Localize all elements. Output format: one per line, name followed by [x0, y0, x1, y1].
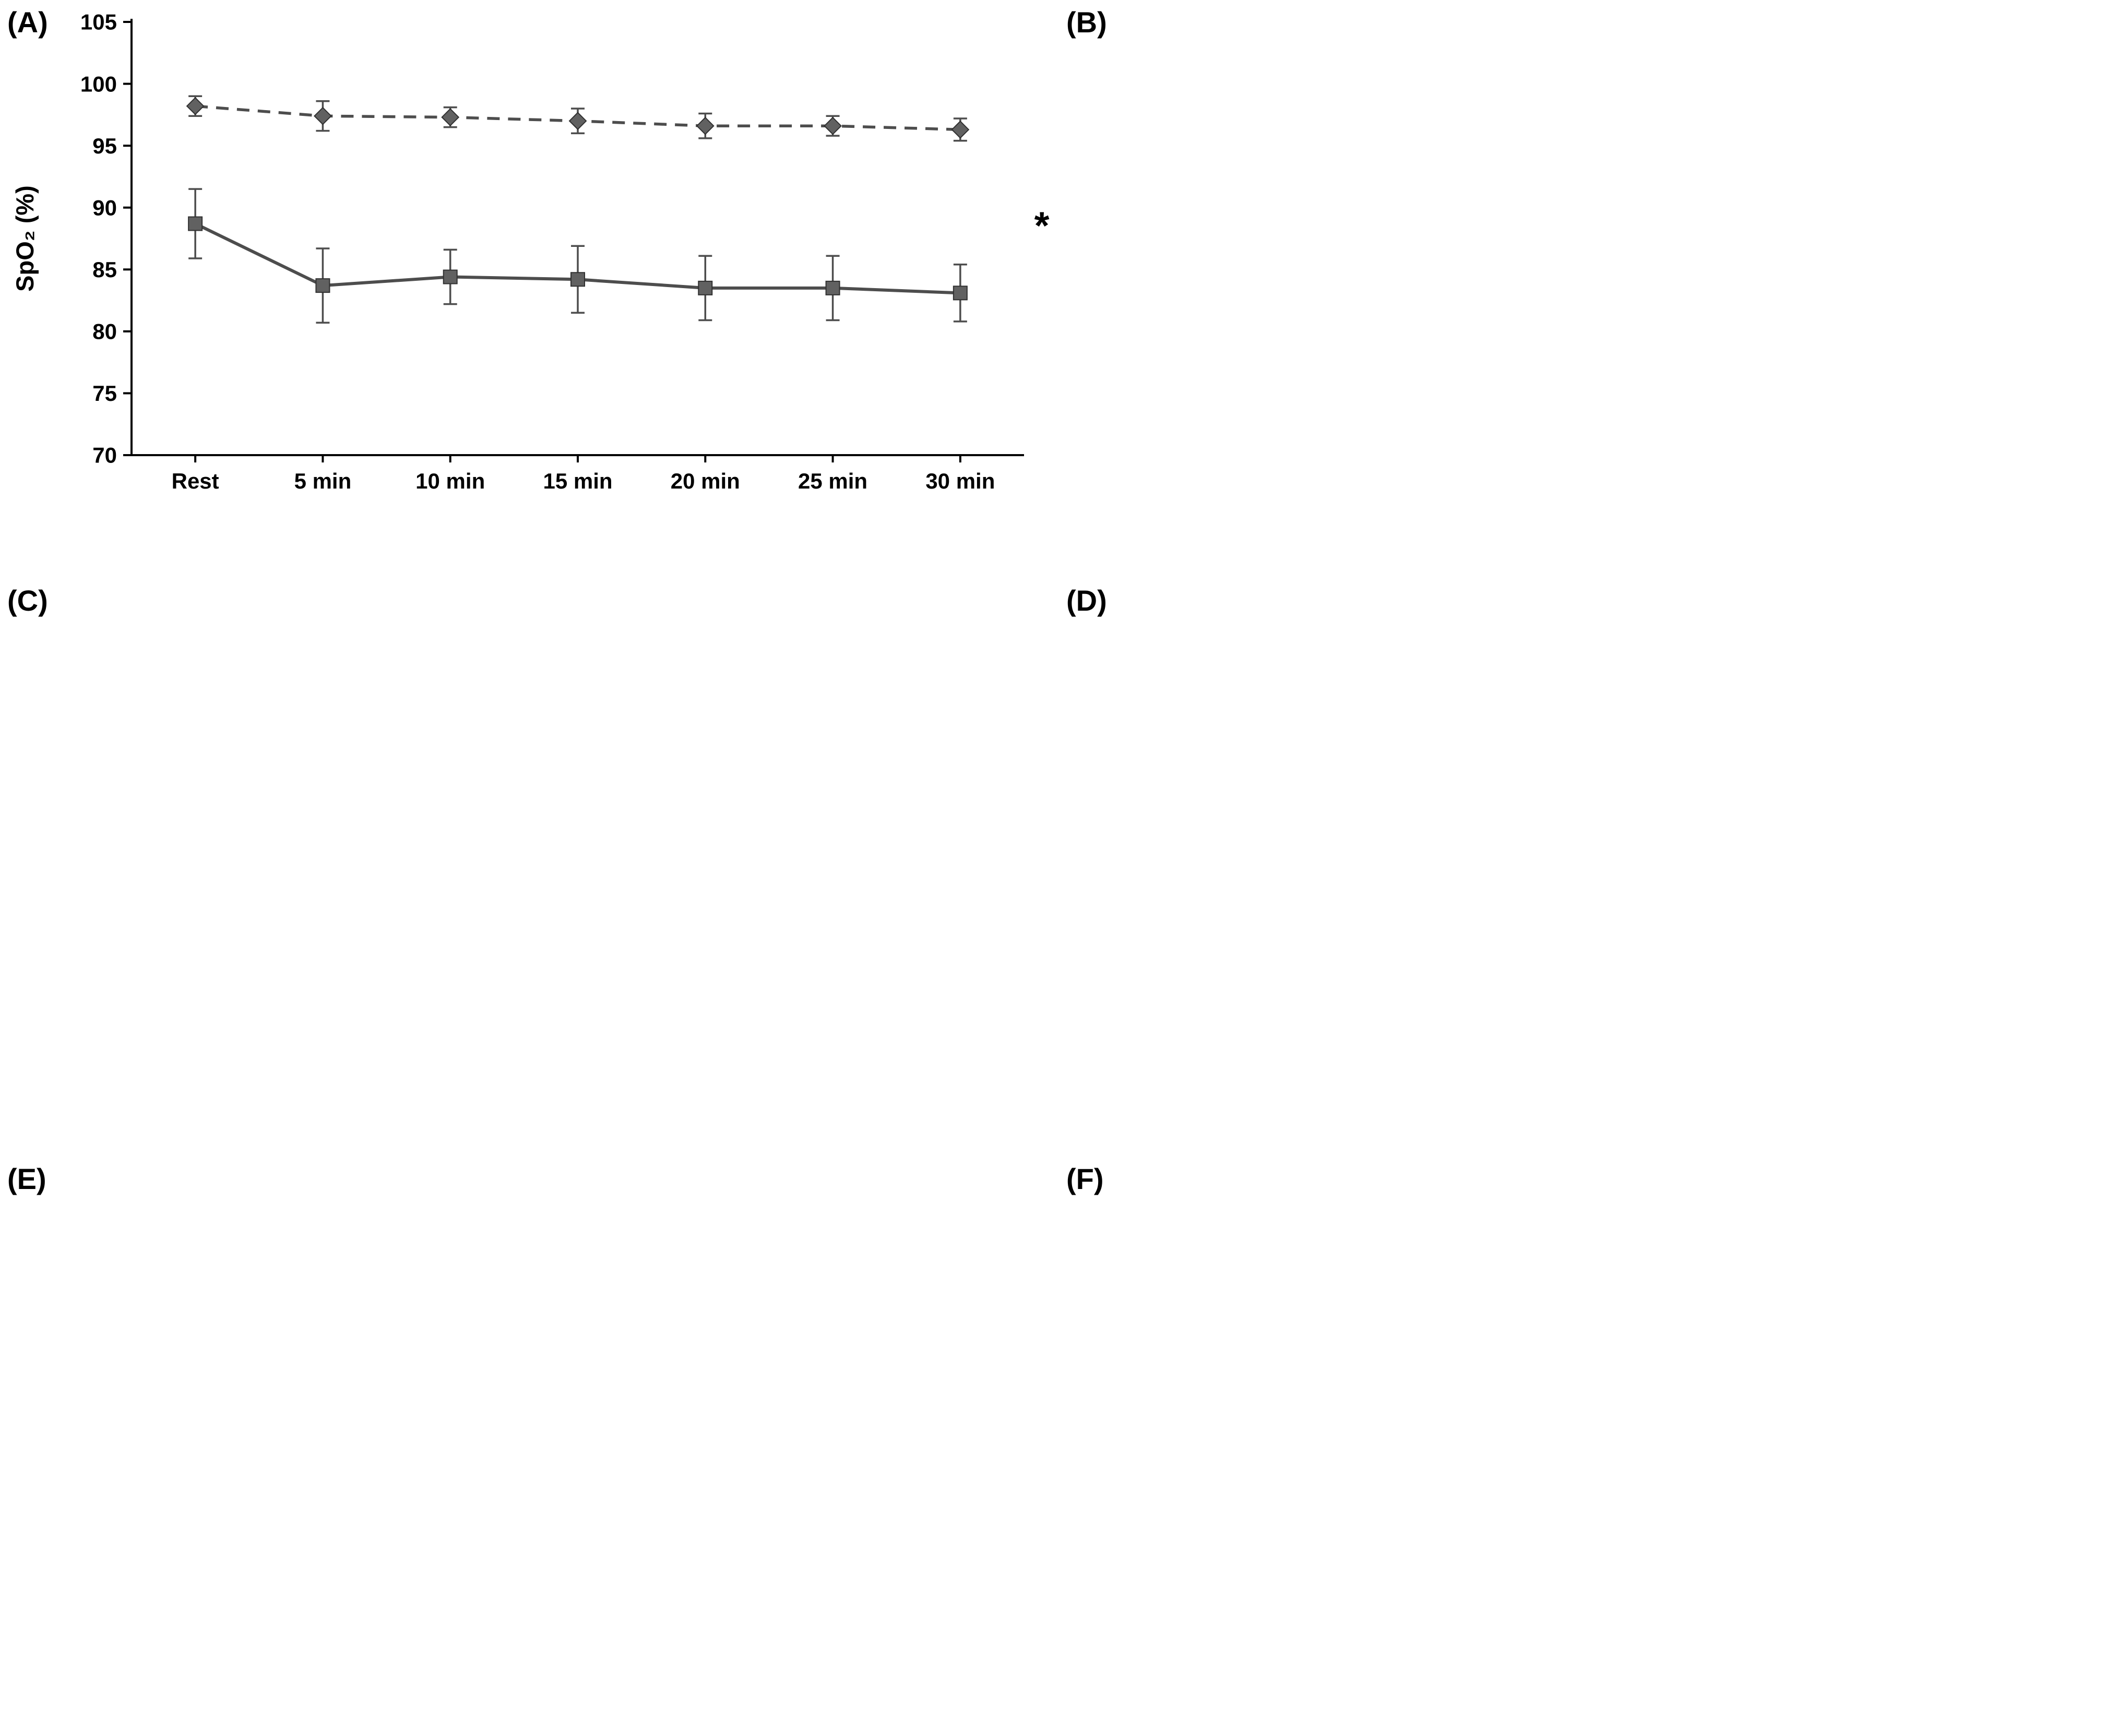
square-icon	[825, 280, 840, 295]
significance-asterisk: *	[1034, 204, 1050, 247]
chart-spo2: 70 75 80 85 90 95 100 105 Rest 5 min 10 min 15 min 2…	[11, 10, 1050, 493]
square-icon	[953, 286, 968, 301]
panel-letter-c: (C)	[7, 584, 48, 617]
diamond-icon	[696, 116, 715, 135]
diamond-icon	[951, 120, 970, 139]
svg-text:10 min: 10 min	[415, 469, 485, 493]
svg-text:75: 75	[92, 381, 117, 406]
svg-text:100: 100	[80, 72, 117, 96]
panel-d: (D)	[1059, 578, 2118, 1157]
panel-letter-d: (D)	[1066, 584, 1107, 617]
chart-rer	[0, 1157, 1059, 1735]
svg-text:Rest: Rest	[172, 469, 219, 493]
diamond-icon	[568, 112, 587, 130]
square-icon	[188, 216, 203, 231]
svg-text:95: 95	[92, 134, 117, 158]
svg-text:30 min: 30 min	[925, 469, 995, 493]
y-axis-title: SpO₂ (%)	[11, 185, 39, 292]
hypoxia-markers	[188, 216, 968, 301]
panel-c: (C)	[0, 578, 1059, 1157]
svg-text:70: 70	[92, 443, 117, 468]
x-axis: Rest 5 min 10 min 15 min 20 min 25 min 30 min	[172, 455, 995, 493]
panel-e: (E)	[0, 1157, 1059, 1736]
svg-text:25 min: 25 min	[798, 469, 867, 493]
svg-text:5 min: 5 min	[294, 469, 352, 493]
panel-letter-e: (E)	[7, 1162, 46, 1195]
square-icon	[315, 278, 330, 293]
svg-text:20 min: 20 min	[671, 469, 740, 493]
hypoxia-error-bars	[188, 188, 967, 324]
svg-text:15 min: 15 min	[543, 469, 612, 493]
diamond-icon	[314, 106, 332, 125]
chart-vo2	[0, 578, 1059, 1157]
panel-f: (F)	[1059, 1157, 2118, 1736]
chart-vco2	[1059, 578, 2118, 1157]
chart-ve	[1059, 0, 2118, 578]
normoxia-markers	[186, 97, 970, 139]
diamond-icon	[441, 108, 460, 127]
panel-letter-a: (A)	[7, 6, 48, 39]
svg-text:80: 80	[92, 319, 117, 344]
square-icon	[570, 272, 585, 287]
svg-text:105: 105	[80, 10, 117, 34]
svg-text:85: 85	[92, 257, 117, 282]
svg-text:90: 90	[92, 195, 117, 220]
panel-letter-f: (F)	[1066, 1162, 1104, 1195]
square-icon	[443, 269, 458, 284]
axes	[130, 19, 1024, 456]
panel-a: 70 75 80 85 90 95 100 105 Rest 5 min 10 min 15 min 2…	[0, 0, 1059, 578]
square-icon	[698, 280, 713, 295]
panel-letter-b: (B)	[1066, 6, 1107, 39]
diamond-icon	[186, 97, 205, 115]
y-axis: 70 75 80 85 90 95 100 105	[80, 10, 132, 468]
chart-o2pulse	[1059, 1157, 2118, 1735]
panel-b: (B)	[1059, 0, 2118, 578]
diamond-icon	[824, 116, 842, 135]
